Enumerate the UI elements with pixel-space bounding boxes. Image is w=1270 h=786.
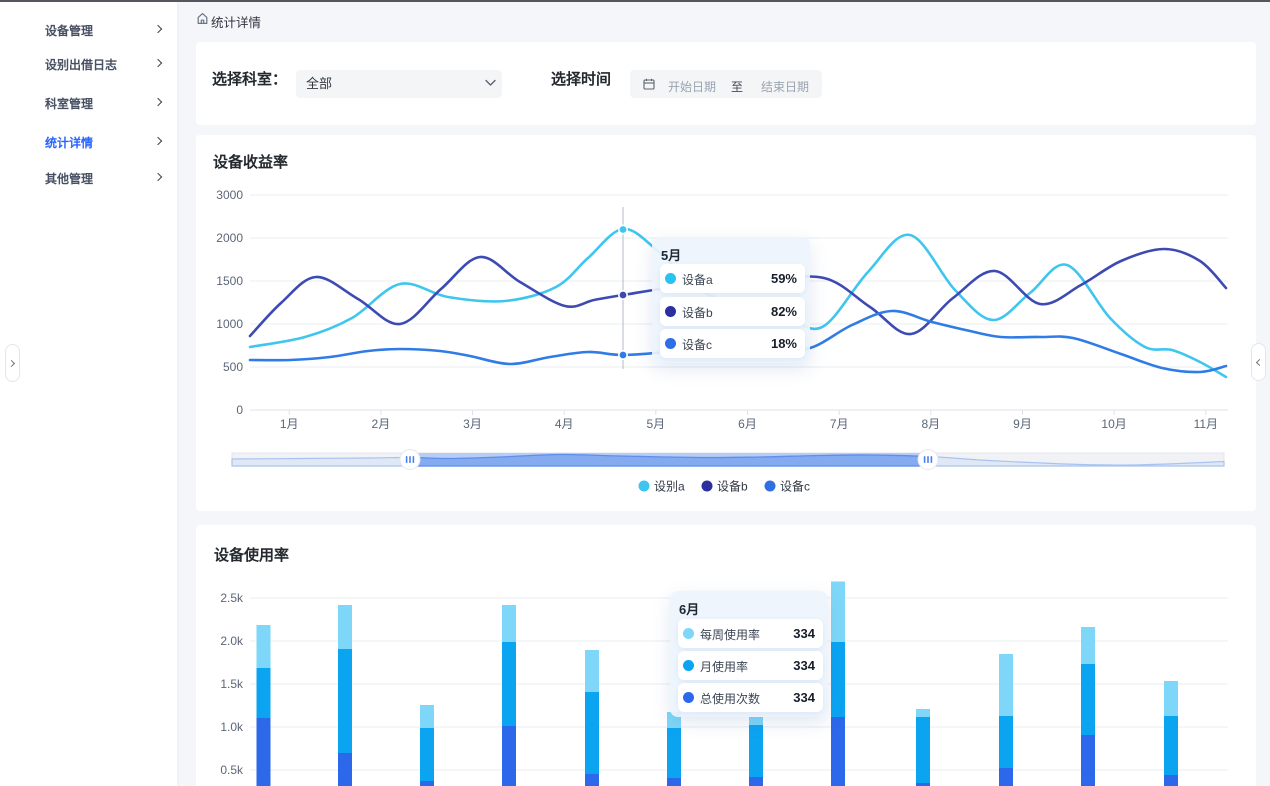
svg-text:10月: 10月 (1101, 417, 1126, 431)
svg-text:设备b: 设备b (717, 480, 748, 494)
svg-text:1500: 1500 (216, 274, 243, 288)
svg-text:1.0k: 1.0k (220, 720, 244, 734)
svg-text:2000: 2000 (216, 231, 243, 245)
svg-text:8月: 8月 (921, 417, 940, 431)
svg-text:2月: 2月 (372, 417, 391, 431)
svg-text:1.5k: 1.5k (220, 677, 244, 691)
svg-text:9月: 9月 (1013, 417, 1032, 431)
svg-text:设备c: 设备c (780, 480, 810, 494)
svg-text:7月: 7月 (830, 417, 849, 431)
svg-text:3000: 3000 (216, 188, 243, 202)
svg-text:0.5k: 0.5k (220, 763, 244, 777)
svg-text:2.5k: 2.5k (220, 591, 244, 605)
svg-text:0: 0 (236, 403, 243, 417)
svg-text:6月: 6月 (738, 417, 757, 431)
svg-text:1月: 1月 (280, 417, 299, 431)
svg-text:2.0k: 2.0k (220, 634, 244, 648)
svg-text:1000: 1000 (216, 317, 243, 331)
svg-text:3月: 3月 (463, 417, 482, 431)
svg-text:4月: 4月 (555, 417, 574, 431)
svg-text:11月: 11月 (1194, 417, 1218, 431)
svg-text:5月: 5月 (646, 417, 665, 431)
svg-text:500: 500 (223, 360, 243, 374)
svg-text:设别a: 设别a (654, 480, 685, 494)
